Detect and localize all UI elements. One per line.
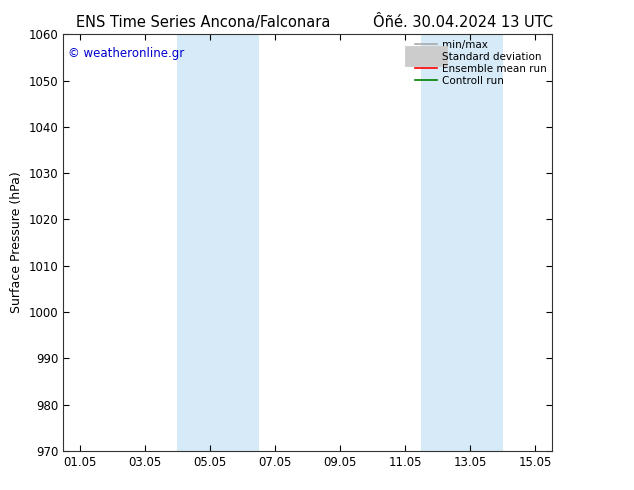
Text: © weatheronline.gr: © weatheronline.gr [68,47,184,60]
Text: Ôñé. 30.04.2024 13 UTC: Ôñé. 30.04.2024 13 UTC [373,15,553,30]
Bar [178,34,259,451]
Legend: min/max, Standard deviation, Ensemble mean run, Controll run: min/max, Standard deviation, Ensemble me… [415,40,547,86]
Bar [422,34,503,451]
Y-axis label: Surface Pressure (hPa): Surface Pressure (hPa) [10,172,23,314]
Text: ENS Time Series Ancona/Falconara: ENS Time Series Ancona/Falconara [75,15,330,30]
